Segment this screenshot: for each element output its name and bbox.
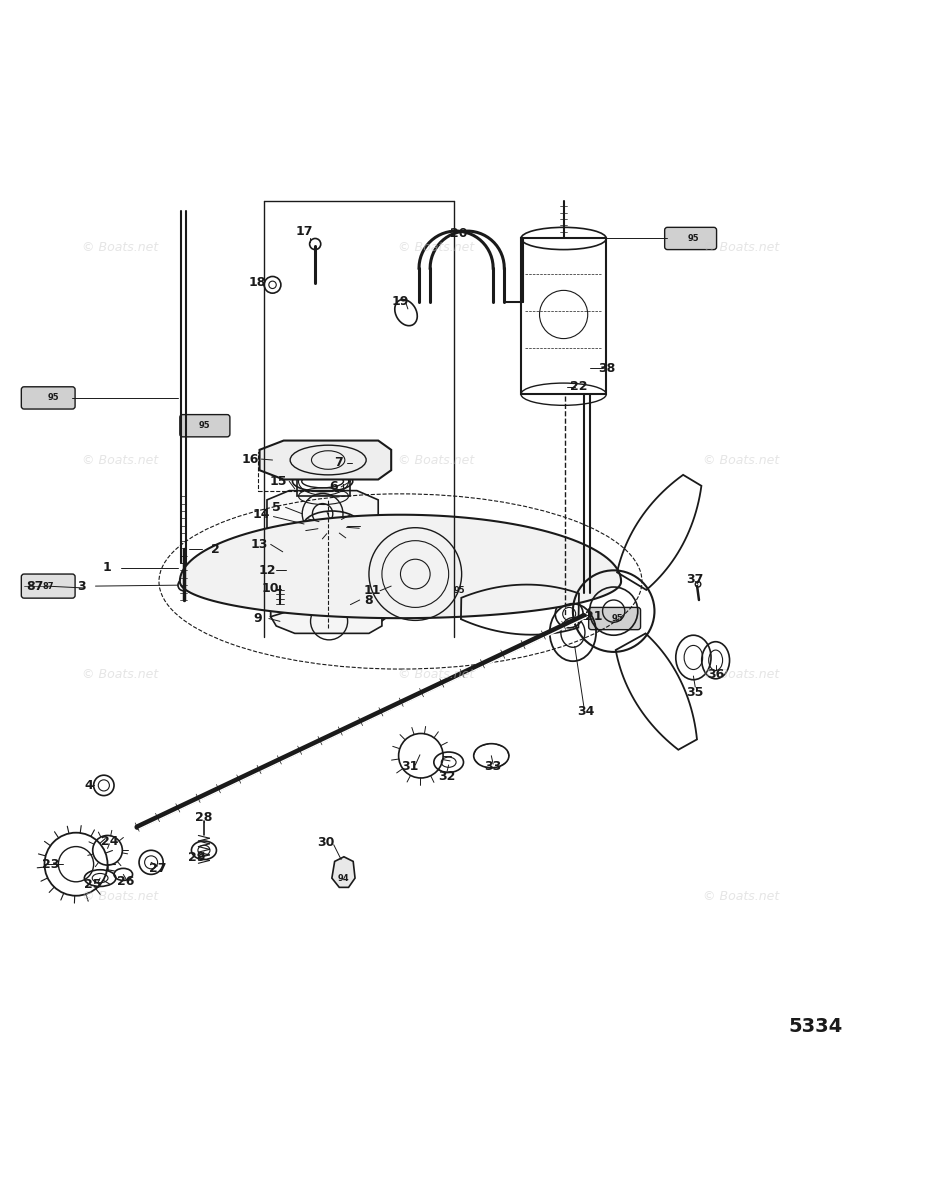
Text: 33: 33 <box>485 761 502 773</box>
Polygon shape <box>267 491 378 536</box>
FancyBboxPatch shape <box>180 415 230 437</box>
Text: 34: 34 <box>578 704 594 718</box>
Text: © Boats.net: © Boats.net <box>398 455 474 468</box>
Text: 5334: 5334 <box>789 1016 843 1036</box>
Text: 13: 13 <box>251 538 268 551</box>
Text: 10: 10 <box>262 582 279 595</box>
Text: 1: 1 <box>102 562 111 574</box>
Bar <box>297 467 350 496</box>
Text: 28: 28 <box>196 811 212 824</box>
Text: 22: 22 <box>570 380 587 394</box>
Bar <box>521 239 606 395</box>
Text: 27: 27 <box>149 863 166 875</box>
Text: 94: 94 <box>338 874 349 883</box>
Text: © Boats.net: © Boats.net <box>83 455 159 468</box>
Text: 11: 11 <box>364 584 381 598</box>
Text: © Boats.net: © Boats.net <box>398 667 474 680</box>
Text: 8: 8 <box>364 594 374 606</box>
Text: 87: 87 <box>43 582 54 590</box>
FancyBboxPatch shape <box>589 607 641 630</box>
Text: © Boats.net: © Boats.net <box>704 667 780 680</box>
Text: 24: 24 <box>101 834 118 847</box>
Text: © Boats.net: © Boats.net <box>704 241 780 254</box>
Polygon shape <box>273 562 408 581</box>
Text: 21: 21 <box>585 610 602 623</box>
Text: 17: 17 <box>296 226 312 239</box>
Text: 7: 7 <box>334 456 343 469</box>
Text: 30: 30 <box>318 836 335 850</box>
Text: 5: 5 <box>272 500 281 514</box>
Text: 2: 2 <box>210 542 220 556</box>
Text: 19: 19 <box>392 295 409 308</box>
Text: © Boats.net: © Boats.net <box>704 455 780 468</box>
Text: 20: 20 <box>451 227 467 240</box>
Text: 38: 38 <box>599 361 616 374</box>
Text: 31: 31 <box>401 761 418 773</box>
Text: 23: 23 <box>43 858 59 871</box>
Text: 95: 95 <box>688 234 699 242</box>
Polygon shape <box>271 582 387 628</box>
Text: 95: 95 <box>612 614 623 623</box>
Polygon shape <box>332 857 355 887</box>
Text: 95: 95 <box>48 394 59 402</box>
Polygon shape <box>260 440 391 480</box>
Text: 14: 14 <box>253 509 270 521</box>
Text: © Boats.net: © Boats.net <box>83 667 159 680</box>
Text: 29: 29 <box>188 851 205 864</box>
Text: 3: 3 <box>77 580 86 593</box>
Polygon shape <box>271 610 382 634</box>
Text: 15: 15 <box>270 475 286 488</box>
Text: 32: 32 <box>438 769 455 782</box>
Text: 26: 26 <box>118 875 134 888</box>
FancyBboxPatch shape <box>21 386 75 409</box>
Text: 4: 4 <box>84 779 94 792</box>
Text: © Boats.net: © Boats.net <box>83 890 159 904</box>
Text: 25: 25 <box>84 878 101 892</box>
Text: 6: 6 <box>329 480 338 493</box>
Polygon shape <box>269 536 414 566</box>
Text: © Boats.net: © Boats.net <box>398 241 474 254</box>
Text: 36: 36 <box>707 667 724 680</box>
FancyBboxPatch shape <box>21 574 75 598</box>
Text: © Boats.net: © Boats.net <box>83 241 159 254</box>
Bar <box>258 451 343 491</box>
Text: 9: 9 <box>253 612 262 625</box>
Text: 95: 95 <box>454 587 465 595</box>
Text: 18: 18 <box>249 276 266 289</box>
Text: 16: 16 <box>242 452 259 466</box>
Text: 37: 37 <box>687 574 704 586</box>
Text: 12: 12 <box>259 564 275 577</box>
Text: 35: 35 <box>687 686 704 700</box>
Polygon shape <box>289 574 400 598</box>
Text: © Boats.net: © Boats.net <box>704 890 780 904</box>
Text: 95: 95 <box>199 421 210 431</box>
FancyBboxPatch shape <box>431 580 483 602</box>
Polygon shape <box>180 515 621 618</box>
FancyBboxPatch shape <box>665 227 717 250</box>
Text: 87: 87 <box>27 580 44 593</box>
